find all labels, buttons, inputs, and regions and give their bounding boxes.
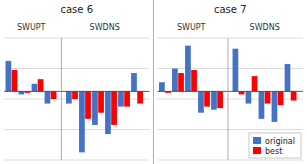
bar <box>185 46 191 92</box>
group-divider <box>61 38 62 160</box>
bar <box>291 91 297 100</box>
grid-line <box>158 160 304 161</box>
legend: originalbest <box>249 133 301 158</box>
grid-line <box>4 129 150 130</box>
bar <box>252 76 258 91</box>
bars <box>6 61 143 153</box>
bar <box>204 91 210 106</box>
group-divider <box>227 38 228 160</box>
bar <box>98 91 104 112</box>
group-label: SWUPT <box>177 23 206 32</box>
bar <box>6 61 12 92</box>
bar <box>211 91 217 109</box>
legend-box <box>249 133 301 158</box>
bar <box>178 73 184 91</box>
bar <box>105 91 111 134</box>
panel: case 6 SWUPT SWDNS <box>4 4 150 160</box>
bar <box>217 91 223 108</box>
bar <box>191 70 197 91</box>
grid-line <box>4 38 150 39</box>
bar <box>124 91 130 106</box>
group-label: SWUPT <box>17 23 46 32</box>
bar <box>85 91 91 118</box>
panel-divider <box>153 0 154 164</box>
legend-swatch <box>253 137 261 144</box>
bar <box>92 91 98 125</box>
legend-label: best <box>265 147 282 156</box>
title: case 6 <box>60 4 93 15</box>
grid-line <box>4 68 150 69</box>
bar <box>233 49 239 92</box>
bar <box>285 64 291 91</box>
bar <box>131 73 137 91</box>
zero-line <box>4 91 150 92</box>
zero-line <box>158 91 304 92</box>
bar <box>32 84 38 92</box>
bar <box>278 91 284 105</box>
bar <box>72 91 78 99</box>
bar <box>259 91 265 118</box>
bar <box>272 91 278 122</box>
title: case 7 <box>214 4 247 15</box>
bar <box>265 91 271 103</box>
bar <box>38 79 44 91</box>
grid-line <box>158 38 304 39</box>
chart: case 6SWUPTSWDNScase 7SWUPTSWDNSoriginal… <box>0 0 307 164</box>
bar <box>79 91 85 152</box>
grid-line <box>158 68 304 69</box>
panel: case 7 SWUPT SWDNS originalbest <box>158 4 304 160</box>
bar <box>246 91 252 103</box>
bar <box>12 70 18 91</box>
group-label: SWDNS <box>250 23 280 32</box>
bar <box>239 91 245 94</box>
bar <box>111 91 117 125</box>
bar <box>137 91 143 103</box>
bar <box>51 91 57 99</box>
bar <box>66 91 72 103</box>
bar <box>45 91 51 103</box>
grid-line <box>158 129 304 130</box>
grid-line <box>4 160 150 161</box>
legend-swatch <box>253 147 261 154</box>
bar <box>198 91 204 112</box>
bar <box>172 69 178 92</box>
legend-label: original <box>265 137 295 146</box>
bar <box>159 82 165 91</box>
bar <box>118 91 124 106</box>
group-label: SWDNS <box>90 23 120 32</box>
bar <box>19 91 25 94</box>
